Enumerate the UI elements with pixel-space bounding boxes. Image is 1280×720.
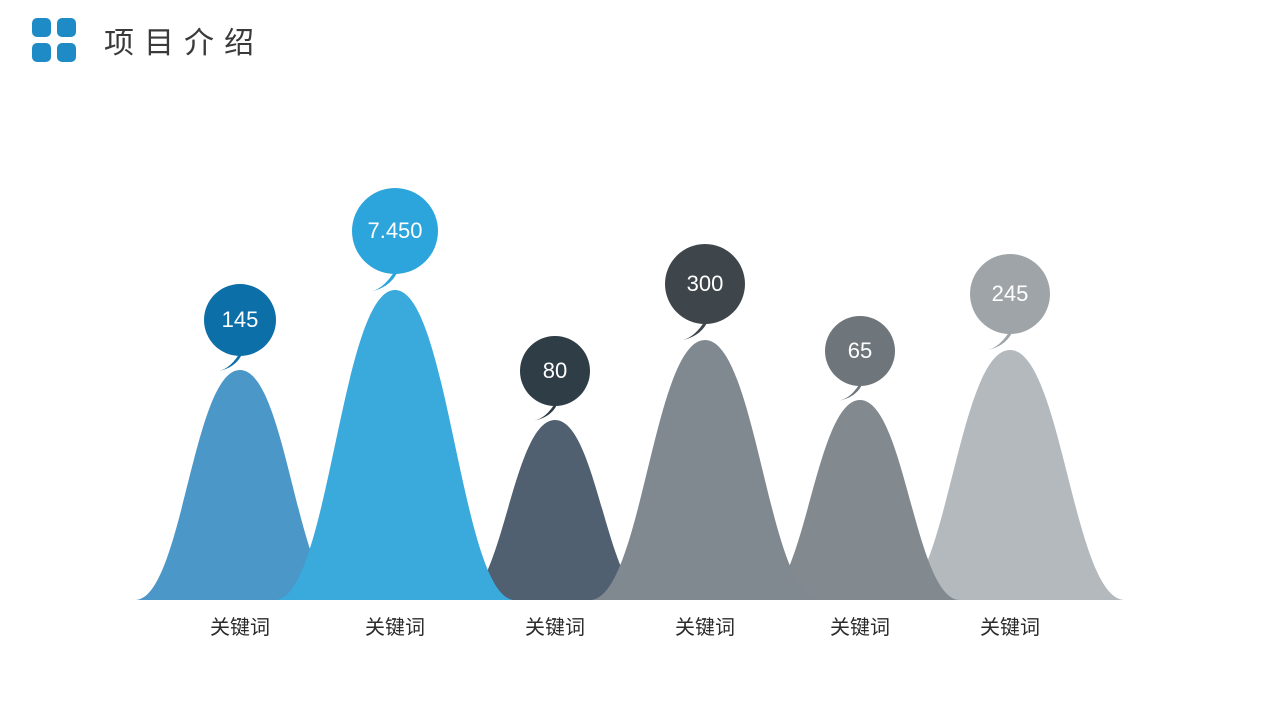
value-bubble: 145: [204, 284, 276, 356]
bubble-tail-icon: [369, 268, 397, 292]
bubble-tail-icon: [681, 318, 707, 340]
value-bubble: 7.450: [352, 188, 438, 274]
value-bubble: 65: [825, 316, 895, 386]
value-text: 7.450: [367, 218, 422, 244]
slide-root: 项目介绍 145关键词7.450关键词80关键词300关键词65关键词245关键…: [0, 0, 1280, 720]
value-text: 65: [848, 338, 872, 364]
x-axis-label: 关键词: [830, 611, 890, 640]
value-text: 145: [222, 307, 259, 333]
bubble-tail-icon: [839, 381, 861, 401]
bubble-tail-icon: [218, 351, 241, 371]
bubble-tail-icon: [986, 328, 1012, 350]
value-bubble: 300: [665, 244, 745, 324]
hump: [275, 290, 515, 600]
x-axis-label: 关键词: [365, 611, 425, 640]
x-axis-label: 关键词: [525, 611, 585, 640]
x-axis-label: 关键词: [980, 611, 1040, 640]
value-text: 245: [992, 281, 1029, 307]
value-bubble: 80: [520, 336, 590, 406]
value-text: 80: [543, 358, 567, 384]
x-axis-label: 关键词: [675, 611, 735, 640]
value-text: 300: [687, 271, 724, 297]
bubble-tail-icon: [534, 401, 556, 421]
x-axis-label: 关键词: [210, 611, 270, 640]
hump: [590, 340, 820, 600]
value-bubble: 245: [970, 254, 1050, 334]
chart-area: 145 关键词 7.450 关键词 80 关键词 300 关键词 65 关键词 245 关键词: [0, 0, 1280, 720]
